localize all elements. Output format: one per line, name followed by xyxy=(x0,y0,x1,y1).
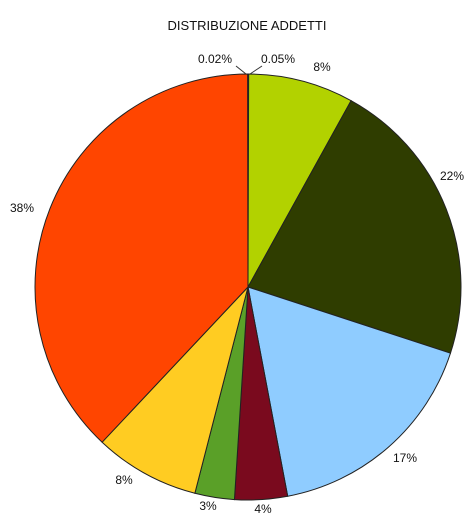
slice-label-0: 0.05% xyxy=(261,52,295,66)
leader-line-0 xyxy=(249,65,263,75)
slice-label-2: 22% xyxy=(440,169,464,183)
slice-label-6: 8% xyxy=(115,473,133,487)
pie-slice-3 xyxy=(247,286,452,497)
slice-label-8: 0.02% xyxy=(198,52,232,66)
slice-label-5: 3% xyxy=(199,499,217,513)
pie-slice-7 xyxy=(34,73,249,443)
slice-label-7: 38% xyxy=(10,201,34,215)
pie-slices xyxy=(34,73,462,501)
pie-slice-2 xyxy=(247,99,462,354)
pie-slice-6 xyxy=(101,286,249,494)
slice-labels: 0.05% 8% 22% 17% 4% 3% 8% 38% 0.02% xyxy=(10,52,464,515)
chart-title: DISTRIBUZIONE ADDETTI xyxy=(168,18,327,33)
leader-lines xyxy=(235,65,263,75)
slice-label-1: 8% xyxy=(313,60,331,74)
leader-line-8 xyxy=(235,65,247,75)
slice-label-3: 17% xyxy=(393,451,417,465)
slice-label-4: 4% xyxy=(254,502,272,515)
